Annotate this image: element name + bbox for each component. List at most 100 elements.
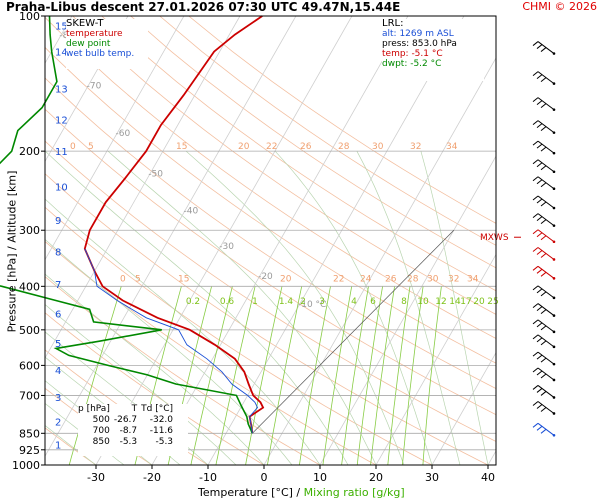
adiabat-label: 32 (448, 274, 459, 284)
adiabat-label: 28 (407, 274, 419, 284)
chart-grid: -80 °C-70-60-50-40-30-20-10 °C0515202226… (45, 15, 499, 466)
alt-tick-label: 12 (55, 115, 68, 126)
x-tick-label: -20 (143, 471, 161, 484)
y-tick-label: 100 (19, 10, 40, 23)
alt-tick-label: 1 (55, 440, 61, 451)
wind-barb (532, 367, 556, 382)
mxws-label: MXWS (480, 233, 509, 243)
wind-barb (532, 229, 556, 244)
dry-adiabat (159, 16, 496, 246)
wind-barb (532, 351, 556, 366)
adiabat-label: 5 (88, 142, 94, 152)
table-row: 500 -26.7 -32.0 (78, 415, 177, 426)
alt-tick-label: 8 (55, 248, 61, 259)
isotherm (263, 57, 496, 465)
wind-barb (532, 385, 556, 399)
adiabat-label: 26 (300, 142, 312, 152)
level-table: p [hPa] T Td [°C] 500 -26.7 -32.0 700 -8… (78, 404, 188, 456)
lrl-press: press: 853.0 hPa (382, 39, 457, 49)
mixing-ratio-label: 0.2 (186, 297, 200, 307)
mixing-ratio-label: 2 (300, 297, 306, 307)
table-row: 850 -5.3 -5.3 (78, 437, 177, 448)
wind-barb (532, 319, 556, 334)
alt-tick-label: 4 (55, 366, 61, 377)
adiabat-label: 30 (427, 274, 439, 284)
wind-barb (532, 303, 556, 317)
alt-tick-label: 15 (55, 22, 68, 33)
isotherm-label: -10 °C (298, 300, 326, 310)
mixing-ratio-label: 1 (252, 297, 258, 307)
wind-barb (532, 247, 556, 261)
x-tick-label: -10 (199, 471, 217, 484)
mixing-ratio-line (267, 286, 303, 465)
mixing-ratio-label: 14 (449, 297, 461, 307)
isotherm (207, 16, 465, 465)
x-axis-title-mixing: Mixing ratio [g/kg] (303, 486, 405, 499)
x-tick-label: 20 (369, 471, 383, 484)
dry-adiabat (45, 77, 496, 390)
isotherm (45, 16, 297, 458)
adiabat-label: 5 (135, 274, 141, 284)
wind-barb (532, 140, 556, 155)
mixing-ratio-label: 8 (401, 297, 407, 307)
dry-adiabat (72, 16, 496, 315)
chart-axes: 1002003004005006007008509251000123456789… (12, 10, 497, 484)
alt-tick-label: 6 (55, 310, 61, 321)
mixing-ratio-line (245, 286, 283, 465)
series-line-temperature (83, 15, 265, 434)
plot-frame (44, 15, 497, 466)
x-axis-title-temperature: Temperature [°C] / (198, 486, 301, 499)
dry-adiabat (101, 16, 496, 292)
lrl-info: LRL: alt: 1269 m ASL press: 853.0 hPa te… (382, 19, 484, 81)
x-tick-label: 40 (481, 471, 495, 484)
mixing-ratio-line (341, 286, 369, 465)
mixing-ratio-label: 25 (487, 297, 498, 307)
dry-adiabat (45, 46, 496, 364)
adiabat-label: 15 (176, 142, 187, 152)
wind-barb (532, 176, 556, 191)
isotherm-label: -50 (148, 170, 163, 180)
mixing-ratio-label: 10 (417, 297, 429, 307)
series-line-wet-bulb-temp- (84, 248, 259, 434)
adiabat-label: 32 (410, 142, 421, 152)
lrl-title: LRL: (382, 18, 404, 29)
lrl-alt: alt: 1269 m ASL (382, 29, 454, 39)
dry-adiabat (45, 16, 496, 339)
y-tick-label: 300 (19, 224, 40, 237)
y-tick-label: 500 (19, 324, 40, 337)
isotherm-label: -60 (116, 129, 131, 139)
adiabat-label: 22 (266, 142, 277, 152)
y-tick-label: 200 (19, 145, 40, 158)
alt-tick-label: 11 (55, 147, 68, 158)
alt-tick-label: 3 (55, 393, 61, 404)
table-header-row: p [hPa] T Td [°C] (78, 404, 177, 415)
lrl-temp: temp: -5.1 °C (382, 49, 443, 59)
adiabat-label: 34 (446, 142, 458, 152)
dry-adiabat (45, 108, 496, 416)
alt-tick-label: 2 (55, 417, 61, 428)
wind-barbs (532, 41, 556, 437)
adiabat-label: 15 (178, 274, 189, 284)
moist-adiabat (420, 151, 489, 465)
isotherm (95, 16, 353, 465)
table-cell: -5.3 (119, 437, 138, 447)
y-tick-label: 850 (19, 427, 40, 440)
table-cell: -32.0 (149, 415, 174, 425)
mixing-ratio-label: 0.6 (220, 297, 235, 307)
isotherm (45, 16, 185, 261)
wind-barb (532, 195, 556, 210)
x-axis-title: Temperature [°C] / Mixing ratio [g/kg] (198, 486, 405, 499)
adiabat-label: 0 (70, 142, 76, 152)
mixing-ratio-label: 1.4 (279, 297, 294, 307)
y-tick-label: 1000 (12, 459, 40, 472)
table-cell: -5.3 (155, 437, 174, 447)
isotherm (45, 16, 241, 359)
adiabat-label: 24 (360, 274, 372, 284)
table-cell: 500 (92, 415, 110, 425)
chart-series: MXWS (0, 15, 521, 434)
adiabat-label: 22 (333, 274, 344, 284)
y-tick-label: 925 (19, 444, 40, 457)
alt-tick-label: 14 (55, 48, 68, 59)
mixing-ratio-line (215, 286, 256, 465)
mixing-ratio-label: 3 (319, 297, 325, 307)
